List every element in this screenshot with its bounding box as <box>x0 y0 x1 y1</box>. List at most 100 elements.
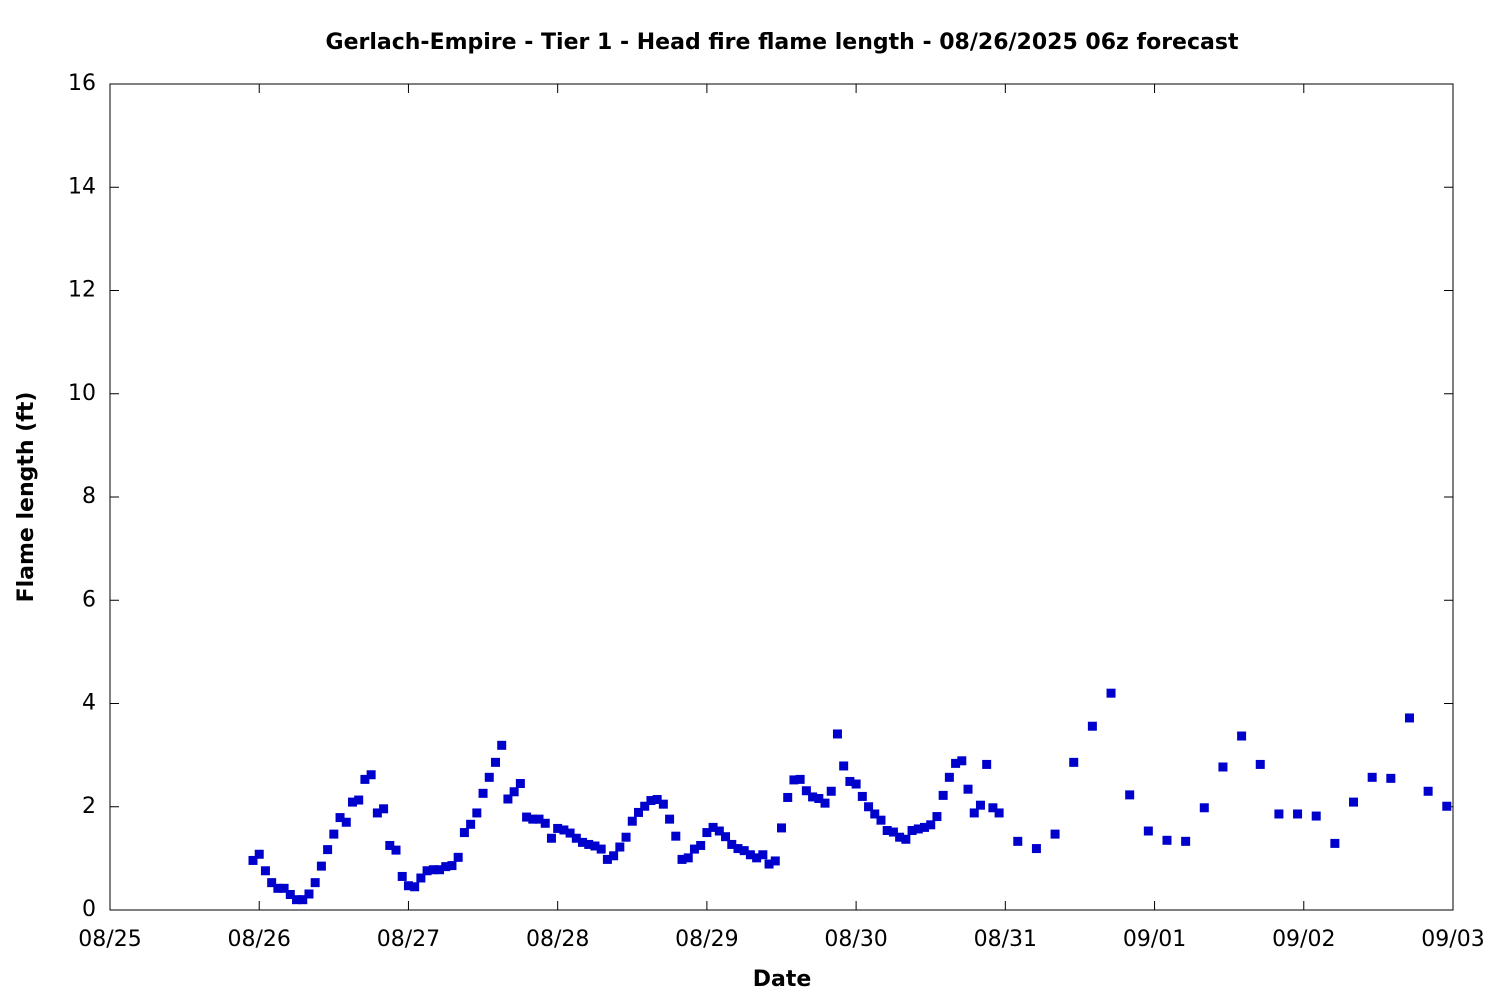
point <box>764 859 774 869</box>
point <box>1013 836 1023 846</box>
point <box>484 772 494 782</box>
point <box>820 798 830 808</box>
point <box>1330 838 1340 848</box>
y-tick-label: 0 <box>82 897 96 922</box>
point <box>559 825 569 835</box>
point <box>1367 772 1377 782</box>
point <box>540 818 550 828</box>
point <box>466 819 476 829</box>
point <box>372 808 382 818</box>
point <box>1181 836 1191 846</box>
y-tick-label: 4 <box>82 691 96 716</box>
point <box>329 829 339 839</box>
point <box>385 840 395 850</box>
point <box>528 814 538 824</box>
point <box>870 809 880 819</box>
point <box>721 832 731 842</box>
point <box>689 844 699 854</box>
x-tick-label: 09/01 <box>1123 927 1186 952</box>
point <box>1050 829 1060 839</box>
point <box>416 873 426 883</box>
point <box>665 814 675 824</box>
point <box>652 795 662 805</box>
point <box>839 761 849 771</box>
point <box>758 850 768 860</box>
x-tick-label: 08/31 <box>974 927 1037 952</box>
point <box>683 853 693 863</box>
point <box>453 852 463 862</box>
point <box>857 791 867 801</box>
point <box>957 756 967 766</box>
point <box>534 814 544 824</box>
point <box>1087 721 1097 731</box>
point <box>298 895 308 905</box>
point <box>963 784 973 794</box>
point <box>795 774 805 784</box>
point <box>920 822 930 832</box>
point <box>994 808 1004 818</box>
point <box>609 851 619 861</box>
point <box>509 787 519 797</box>
point <box>590 841 600 851</box>
point <box>888 827 898 837</box>
point <box>696 840 706 850</box>
point <box>422 866 432 876</box>
point <box>621 832 631 842</box>
point <box>410 882 420 892</box>
point <box>546 833 556 843</box>
point <box>522 812 532 822</box>
point <box>1349 797 1359 807</box>
y-axis-label: Flame length (ft) <box>14 392 39 603</box>
point <box>397 871 407 881</box>
point <box>975 800 985 810</box>
point <box>901 834 911 844</box>
point <box>801 786 811 796</box>
point <box>391 845 401 855</box>
point <box>864 802 874 812</box>
point <box>360 774 370 784</box>
point <box>777 823 786 833</box>
point <box>1386 773 1396 783</box>
point <box>907 825 917 835</box>
point <box>316 861 326 871</box>
point <box>615 842 625 852</box>
point <box>490 757 500 767</box>
y-tick-label: 14 <box>68 174 96 199</box>
x-tick-label: 08/27 <box>377 927 440 952</box>
point <box>347 797 357 807</box>
point <box>882 825 892 835</box>
point <box>441 862 451 872</box>
x-tick-label: 08/29 <box>675 927 738 952</box>
point <box>571 833 581 843</box>
point <box>292 895 302 905</box>
point <box>1442 801 1452 811</box>
point <box>783 792 793 802</box>
point <box>745 850 755 860</box>
y-tick-label: 10 <box>68 381 96 406</box>
point <box>1237 731 1247 741</box>
x-tick-label: 08/28 <box>526 927 589 952</box>
point <box>478 788 488 798</box>
point <box>273 883 283 893</box>
point <box>808 792 818 802</box>
point <box>323 845 333 855</box>
point <box>646 796 656 806</box>
point <box>335 813 345 823</box>
point <box>832 729 842 739</box>
point <box>304 889 314 899</box>
x-tick-label: 09/03 <box>1421 927 1484 952</box>
x-tick-label: 08/30 <box>824 927 887 952</box>
point <box>1293 809 1303 819</box>
point <box>739 846 749 856</box>
point <box>428 865 438 875</box>
y-tick-label: 6 <box>82 587 96 612</box>
point <box>260 866 270 876</box>
point <box>926 820 936 830</box>
x-axis-label: Date <box>753 967 812 992</box>
point <box>279 883 289 893</box>
y-tick-label: 16 <box>68 71 96 96</box>
point <box>515 779 525 789</box>
point <box>1106 688 1116 698</box>
point <box>1255 759 1265 769</box>
point <box>913 824 923 834</box>
